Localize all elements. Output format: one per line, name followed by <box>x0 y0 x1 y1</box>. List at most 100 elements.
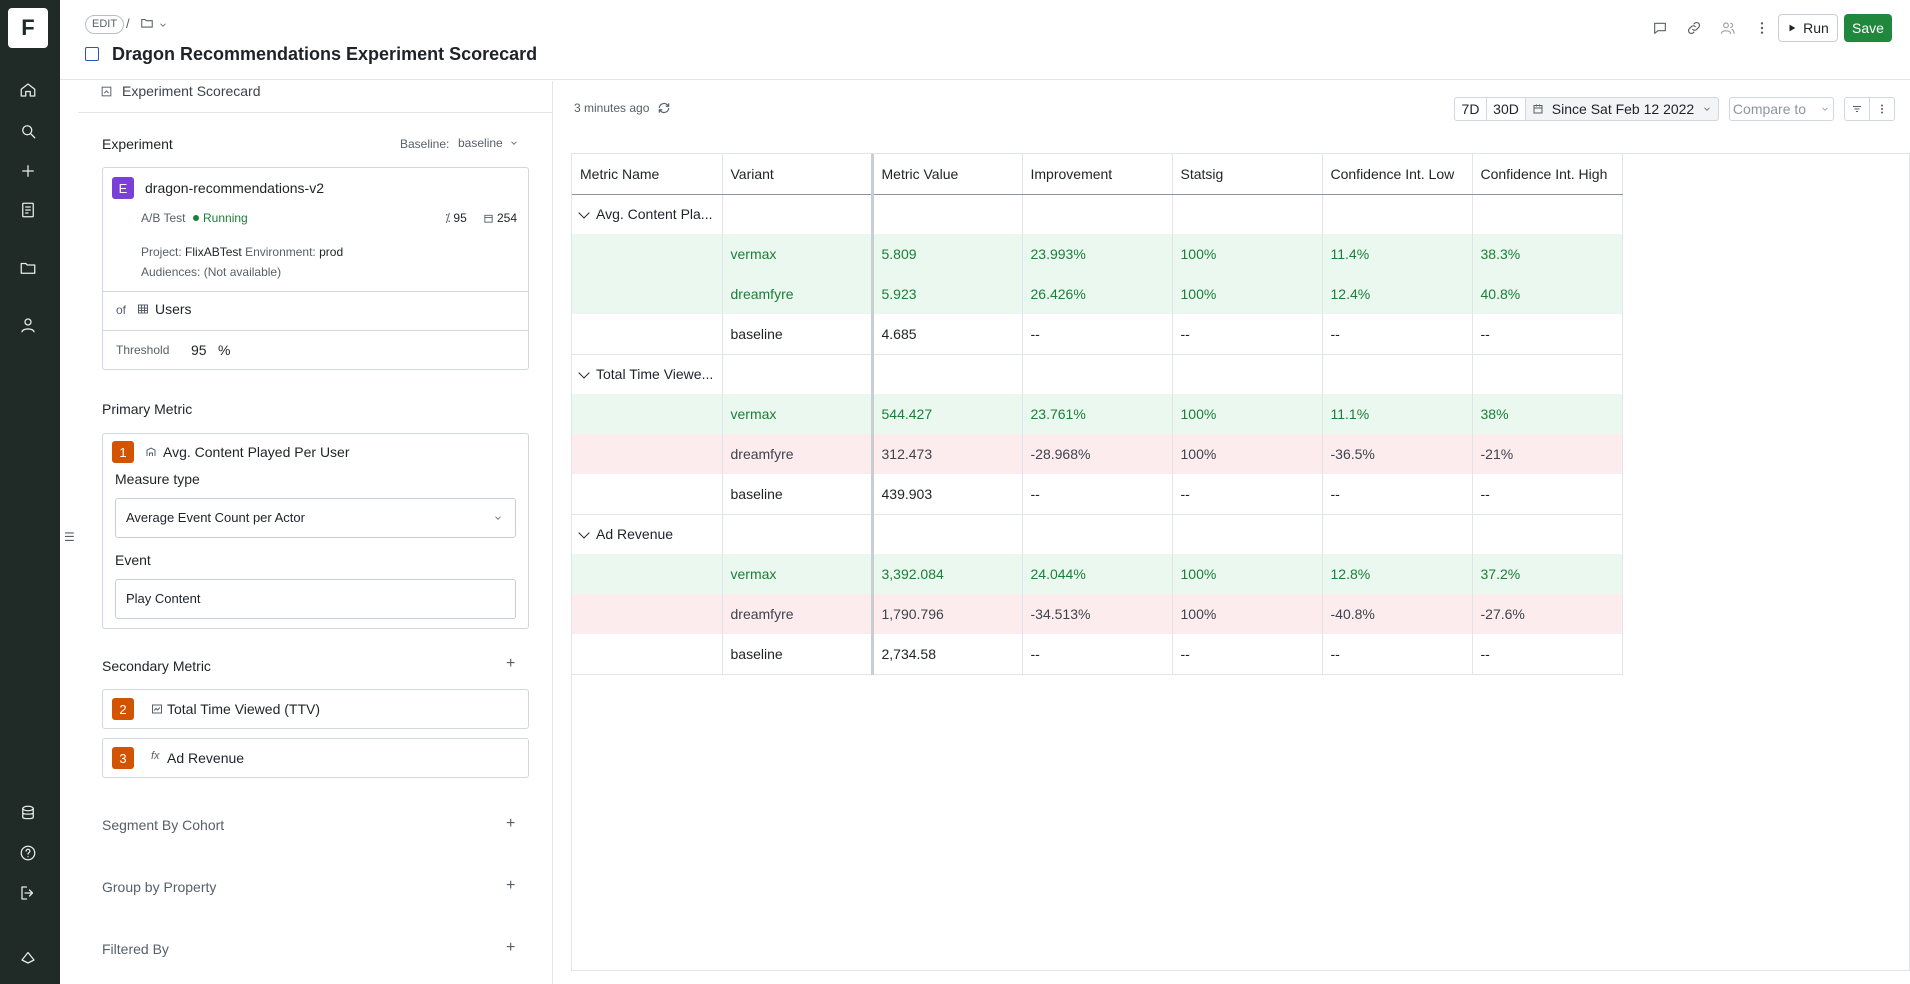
search-icon[interactable] <box>16 119 40 143</box>
help-icon[interactable] <box>16 841 40 865</box>
threshold-unit: % <box>218 342 231 358</box>
improvement-cell: 23.761% <box>1022 394 1173 434</box>
results-table-container: Metric Name Variant Metric Value Improve… <box>571 153 1910 971</box>
experiment-type: A/B Test <box>141 211 186 225</box>
value-cell: 544.427 <box>872 394 1023 434</box>
col-statsig[interactable]: Statsig <box>1172 154 1323 195</box>
edit-pill[interactable]: EDIT <box>85 15 125 34</box>
secondary-metric-item[interactable]: 3 fx Ad Revenue <box>102 738 529 778</box>
logout-icon[interactable] <box>16 881 40 905</box>
user-icon[interactable] <box>16 313 40 337</box>
add-group-by-button[interactable]: + <box>506 877 516 894</box>
run-button[interactable]: Run <box>1778 14 1838 42</box>
experiment-card[interactable]: E dragon-recommendations-v2 A/B Test Run… <box>102 167 529 370</box>
baseline-label: Baseline: <box>400 137 450 151</box>
ci-high-cell: 38.3% <box>1472 234 1623 274</box>
status-dot-icon <box>193 215 199 221</box>
metric-badge: 2 <box>112 698 134 720</box>
baseline-select[interactable]: baseline <box>458 136 519 150</box>
filter-lines-icon[interactable] <box>1844 97 1870 121</box>
metric-badge: 3 <box>112 747 134 769</box>
range-7d-button[interactable]: 7D <box>1454 97 1487 121</box>
value-cell: 4.685 <box>872 314 1023 355</box>
table-row: vermax 5.809 23.993% 100% 11.4% 38.3% <box>572 234 1623 274</box>
col-ci-low[interactable]: Confidence Int. Low <box>1322 154 1473 195</box>
improvement-cell: 23.993% <box>1022 234 1173 274</box>
breadcrumb-separator: / <box>126 16 130 31</box>
experiment-badge: E <box>112 177 134 199</box>
group-row[interactable]: Ad Revenue <box>572 514 1623 554</box>
group-row[interactable]: Avg. Content Pla... <box>572 194 1623 234</box>
app-logo[interactable]: F <box>8 8 48 48</box>
chevron-down-icon <box>578 207 590 219</box>
table-row: baseline 439.903 -- -- -- -- <box>572 474 1623 515</box>
add-filter-button[interactable]: + <box>506 939 516 956</box>
improvement-cell: -- <box>1022 474 1173 515</box>
group-label: Total Time Viewe... <box>596 366 714 383</box>
page-title: Dragon Recommendations Experiment Scorec… <box>112 44 538 64</box>
save-button[interactable]: Save <box>1844 14 1892 42</box>
primary-metric-card[interactable]: 1 Avg. Content Played Per User Measure t… <box>102 433 529 629</box>
col-improvement[interactable]: Improvement <box>1022 154 1173 195</box>
ci-high-cell: 37.2% <box>1472 554 1623 594</box>
table-row: dreamfyre 5.923 26.426% 100% 12.4% 40.8% <box>572 274 1623 314</box>
variant-cell: dreamfyre <box>722 594 874 634</box>
table-row: baseline 2,734.58 -- -- -- -- <box>572 634 1623 675</box>
ci-high-cell: -- <box>1472 634 1623 675</box>
folder-dropdown[interactable] <box>140 16 168 33</box>
col-metric-value[interactable]: Metric Value <box>872 154 1023 195</box>
col-ci-high[interactable]: Confidence Int. High <box>1472 154 1623 195</box>
date-range-picker[interactable]: Since Sat Feb 12 2022 <box>1525 97 1719 121</box>
measure-type-select[interactable]: Average Event Count per Actor <box>115 498 516 538</box>
secondary-metric-item[interactable]: 2 Total Time Viewed (TTV) <box>102 689 529 729</box>
more-icon[interactable] <box>1869 97 1895 121</box>
group-name[interactable]: Ad Revenue <box>572 514 723 554</box>
event-select[interactable]: Play Content <box>115 579 516 619</box>
range-30d-button[interactable]: 30D <box>1486 97 1526 121</box>
comment-icon[interactable] <box>1650 18 1670 38</box>
group-label: Avg. Content Pla... <box>596 206 713 223</box>
metric-type-icon <box>146 447 156 456</box>
count-value: 254 <box>497 211 518 225</box>
add-secondary-metric-button[interactable]: + <box>506 655 516 672</box>
formula-icon: fx <box>151 750 160 762</box>
home-icon[interactable] <box>16 78 40 102</box>
panel-subtitle: Experiment Scorecard <box>122 83 261 99</box>
project-value: FlixABTest <box>185 245 242 259</box>
group-row[interactable]: Total Time Viewe... <box>572 354 1623 394</box>
col-variant[interactable]: Variant <box>722 154 874 195</box>
status-text: Running <box>203 211 248 225</box>
notebook-icon[interactable] <box>16 198 40 222</box>
share-users-icon[interactable] <box>1718 18 1738 38</box>
improvement-cell: -28.968% <box>1022 434 1173 474</box>
metric-badge: 1 <box>112 441 134 463</box>
variant-cell: baseline <box>722 634 874 675</box>
panel-subheader: Experiment Scorecard <box>78 81 553 113</box>
table-row: baseline 4.685 -- -- -- -- <box>572 314 1623 355</box>
refresh-icon[interactable] <box>657 101 671 115</box>
database-icon[interactable] <box>16 801 40 825</box>
audiences-value: (Not available) <box>203 265 282 279</box>
panel-toggle-icon[interactable]: ☰ <box>64 530 75 544</box>
value-cell: 312.473 <box>872 434 1023 474</box>
folder-icon[interactable] <box>16 256 40 280</box>
threshold-input[interactable]: 95 <box>191 342 207 358</box>
table-header-row: Metric Name Variant Metric Value Improve… <box>572 154 1623 195</box>
group-name[interactable]: Avg. Content Pla... <box>572 194 723 234</box>
chevron-down-icon <box>510 141 517 145</box>
top-header: EDIT / Dragon Recommendations Experiment… <box>60 0 1910 80</box>
value-cell: 5.809 <box>872 234 1023 274</box>
chevron-down-icon <box>578 527 590 539</box>
ci-high-cell: -21% <box>1472 434 1623 474</box>
project-line: Project: FlixABTest Environment: prod <box>141 245 343 259</box>
group-name[interactable]: Total Time Viewe... <box>572 354 723 394</box>
plus-icon[interactable] <box>16 159 40 183</box>
link-icon[interactable] <box>1684 18 1704 38</box>
col-metric-name[interactable]: Metric Name <box>572 154 723 195</box>
more-icon[interactable] <box>1752 18 1772 38</box>
variant-cell: dreamfyre <box>722 434 874 474</box>
value-cell: 5.923 <box>872 274 1023 314</box>
actor-select[interactable]: Users <box>137 301 192 317</box>
compare-to-select[interactable]: Compare to <box>1729 97 1834 121</box>
add-segment-button[interactable]: + <box>506 815 516 832</box>
